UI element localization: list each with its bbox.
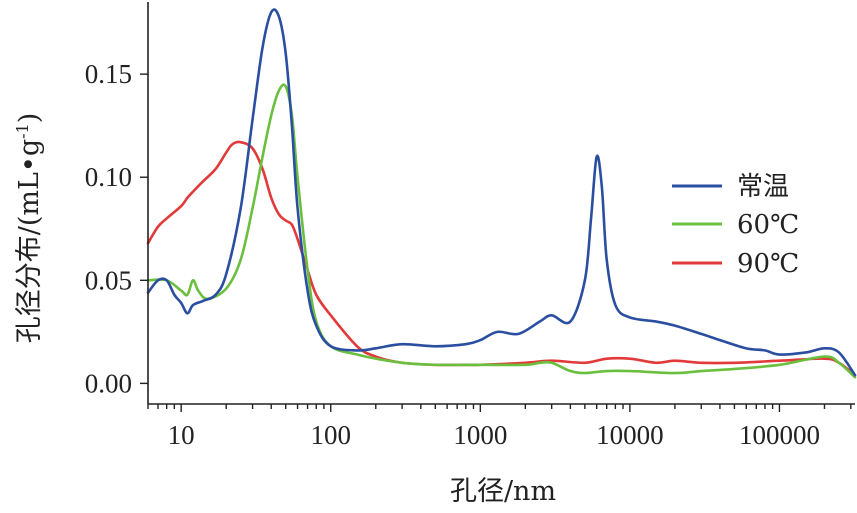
y-axis-title-main: 孔径分布/(mL•g: [14, 139, 45, 343]
legend: 常温 60℃ 90℃: [672, 172, 799, 279]
legend-label-2: 90℃: [737, 249, 799, 279]
plot-lines: [146, 8, 857, 379]
series-line-0: [146, 8, 857, 377]
x-ticks: 10 100 1000 10000 100000: [147, 404, 852, 450]
x-tick-label: 100000: [739, 420, 820, 450]
x-tick-label: 10: [168, 420, 195, 450]
y-tick-label: 0.05: [85, 265, 132, 295]
y-tick-label: 0.15: [85, 59, 132, 89]
y-ticks: 0.00 0.05 0.10 0.15: [85, 59, 148, 398]
x-axis-title: 孔径/nm: [450, 476, 556, 507]
legend-label-1: 60℃: [737, 210, 799, 240]
x-tick-label: 1000: [453, 420, 507, 450]
y-tick-label: 0.00: [85, 368, 132, 398]
y-axis-title-close: ): [14, 113, 45, 124]
y-axis-title-sup: -1: [13, 123, 32, 139]
x-tick-label: 10000: [596, 420, 664, 450]
y-axis-title: 孔径分布/(mL•g-1): [13, 113, 45, 344]
y-tick-label: 0.10: [85, 162, 132, 192]
x-tick-label: 100: [310, 420, 351, 450]
series-line-2: [146, 140, 857, 377]
legend-label-0: 常温: [737, 172, 789, 202]
